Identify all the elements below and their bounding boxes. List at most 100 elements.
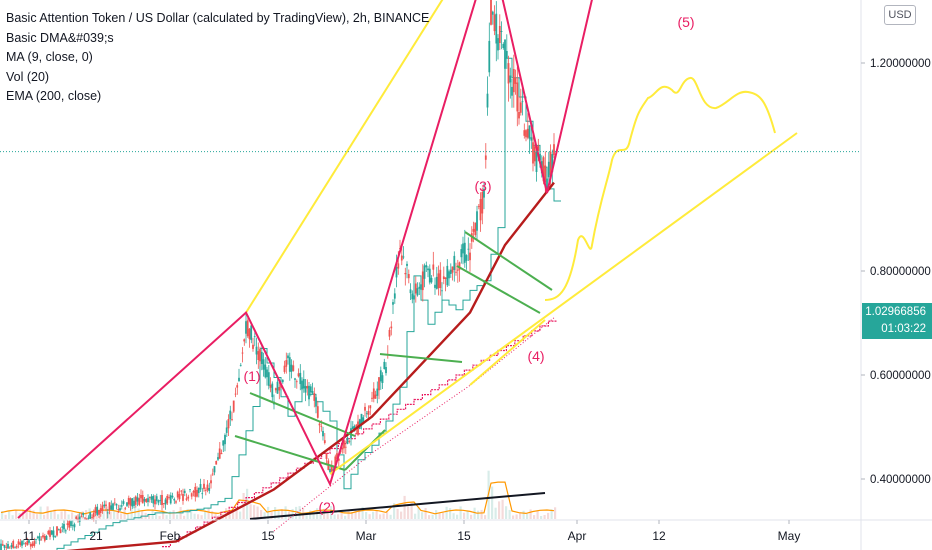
candle-body	[383, 361, 386, 369]
trend-line	[344, 429, 386, 471]
candle-body	[14, 547, 16, 549]
volume-bar	[78, 513, 81, 519]
volume-bar	[232, 509, 235, 519]
wave-label-5: (5)	[677, 14, 694, 30]
candle-body	[45, 536, 48, 540]
volume-bar	[515, 514, 518, 519]
wave-label-2: (2)	[318, 499, 335, 515]
price-axis[interactable]: 0.40000000 0.60000000 0.80000000 1.20000000…	[861, 0, 931, 486]
candle-body	[145, 499, 148, 503]
study-vol[interactable]: Vol (20)	[6, 69, 50, 84]
volume-bar	[60, 511, 63, 519]
volume-bar	[295, 506, 298, 519]
volume-bar	[57, 514, 60, 519]
candle-body	[311, 391, 314, 394]
trend-line	[464, 231, 553, 291]
candle-body	[502, 44, 505, 48]
candle-body	[213, 466, 216, 473]
candle-body	[460, 249, 463, 258]
candle-body	[498, 26, 501, 43]
candle-body	[511, 86, 513, 96]
candle-body	[178, 494, 181, 500]
volume-bar	[127, 513, 130, 519]
candle-body	[526, 128, 529, 138]
volume-bar	[235, 509, 238, 519]
trend-line	[234, 435, 346, 471]
candle-body	[533, 146, 536, 162]
time-axis[interactable]: 11 21 Feb 15 Mar 15 Apr 12 May	[23, 520, 801, 543]
study-ema[interactable]: EMA (200, close)	[6, 89, 102, 103]
candle-body	[211, 473, 214, 475]
candle-body	[316, 406, 319, 418]
currency-unit-button[interactable]: USD	[884, 5, 916, 25]
candle-body	[523, 130, 526, 136]
candle-body	[271, 383, 274, 398]
candle-body	[241, 352, 244, 354]
price-tick-label: 0.80000000	[870, 266, 931, 278]
candle-body	[358, 419, 361, 429]
volume-bar	[431, 514, 434, 519]
volume-bar	[169, 511, 172, 519]
candle-body	[231, 419, 233, 420]
candle-body	[423, 265, 426, 279]
candle-body	[553, 144, 555, 156]
volume-bar	[459, 506, 462, 519]
candle-body	[206, 484, 209, 491]
volume-bar	[375, 510, 378, 519]
candle-body	[336, 453, 338, 460]
volume-bar	[239, 511, 242, 519]
volume-bar	[284, 506, 287, 519]
volume-bar	[438, 513, 441, 519]
plot-area[interactable]: (1) (2) (3) (4) (5)	[0, 0, 861, 550]
candle-body	[19, 542, 22, 545]
volume-bar	[67, 514, 70, 519]
volume-bar	[424, 508, 427, 519]
candle-body	[381, 375, 384, 383]
candle-body	[262, 359, 265, 370]
volume-bar	[305, 515, 308, 519]
candle-body	[481, 192, 484, 214]
volume-bar	[501, 499, 504, 519]
candle-body	[411, 293, 414, 300]
volume-bar	[29, 509, 32, 519]
candle-body	[264, 364, 267, 378]
candle-body	[78, 516, 81, 522]
volume-bar	[386, 510, 389, 519]
volume-bar	[85, 510, 88, 519]
candle-body	[155, 496, 158, 501]
candle-body	[68, 521, 71, 528]
candle-body	[49, 530, 51, 537]
symbol-title[interactable]: Basic Attention Token / US Dollar (calcu…	[6, 11, 430, 25]
candle-body	[530, 137, 533, 141]
candle-body	[190, 493, 193, 497]
volume-bar	[186, 508, 189, 519]
candle-body	[101, 505, 104, 511]
candle-body	[192, 491, 195, 493]
candle-body	[392, 302, 394, 305]
candle-body	[266, 369, 268, 378]
candle-body	[10, 545, 13, 548]
candle-body	[56, 526, 58, 536]
candle-body	[330, 465, 333, 473]
volume-bar	[109, 511, 112, 519]
candle-body	[476, 211, 478, 231]
candle-body	[395, 267, 398, 278]
volume-bar	[480, 509, 483, 519]
study-basic-dma[interactable]: Basic DMA&#039;s	[6, 30, 114, 45]
candle-body	[42, 535, 44, 538]
candle-body	[379, 370, 382, 382]
candle-body	[98, 510, 100, 515]
candle-body	[432, 264, 435, 270]
study-ma[interactable]: MA (9, close, 0)	[6, 50, 93, 64]
candle-body	[183, 490, 186, 493]
candle-body	[385, 367, 387, 374]
volume-bar	[403, 495, 406, 519]
long-ma-line	[249, 492, 546, 520]
candle-body	[143, 498, 146, 502]
candle-body	[152, 496, 155, 504]
candle-body	[544, 165, 547, 183]
volume-bar	[536, 511, 539, 519]
candle-body	[71, 525, 74, 526]
volume-bar	[200, 515, 203, 519]
